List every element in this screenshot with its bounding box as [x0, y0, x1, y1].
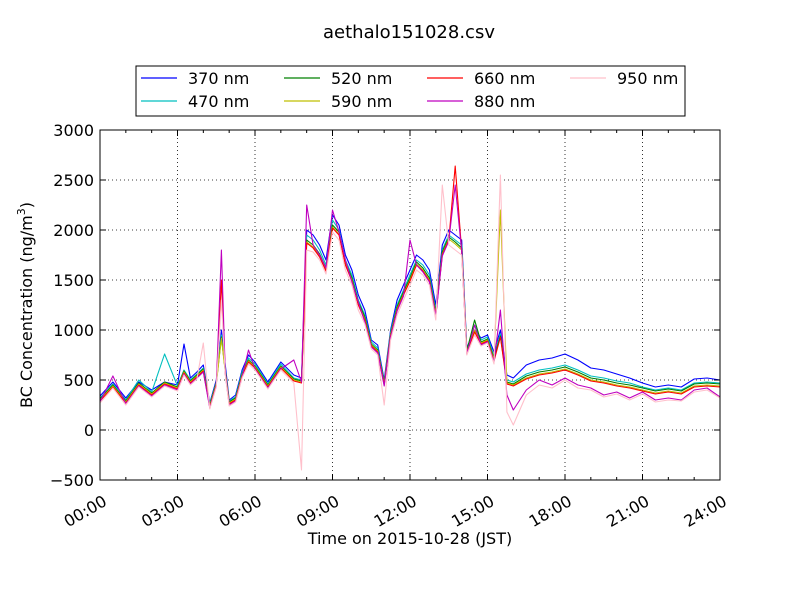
x-axis-label: Time on 2015-10-28 (JST) [307, 529, 512, 548]
y-tick-label: 2000 [53, 221, 94, 240]
x-tick-label: 00:00 [61, 491, 110, 531]
series-line-590-nm [99, 209, 721, 407]
x-tick-label: 12:00 [371, 491, 420, 531]
x-tick-label: 21:00 [603, 491, 652, 531]
y-tick-label: 3000 [53, 121, 94, 140]
x-tick-label: 09:00 [293, 491, 342, 531]
legend-label-590-nm: 590 nm [331, 92, 392, 111]
series-lines [99, 165, 721, 471]
legend: 370 nm 470 nm 520 nm 590 nm 660 nm 880 nm 950 … [135, 65, 686, 117]
series-line-950-nm [99, 174, 721, 471]
series-line-470-nm [99, 219, 721, 405]
x-tick-label: 24:00 [681, 491, 730, 531]
y-axis-label-suffix: ) [17, 202, 36, 208]
y-tick-label: 2500 [53, 171, 94, 190]
axis-ticks [99, 129, 721, 481]
legend-label-950-nm: 950 nm [617, 69, 678, 88]
grid-lines [100, 130, 720, 480]
y-tick-labels: −500 0 500 1000 1500 2000 2500 3000 [50, 121, 94, 490]
legend-label-520-nm: 520 nm [331, 69, 392, 88]
y-axis-label-main: BC Concentration (ng/m [17, 215, 36, 408]
legend-label-660-nm: 660 nm [474, 69, 535, 88]
y-tick-label: −500 [50, 471, 94, 490]
y-axis-label-superscript: 3 [15, 208, 28, 215]
y-tick-label: 0 [84, 421, 94, 440]
chart-title: aethalo151028.csv [323, 22, 495, 43]
x-tick-label: 06:00 [216, 491, 265, 531]
y-tick-label: 1500 [53, 271, 94, 290]
y-axis-label: BC Concentration (ng/m3) [15, 202, 36, 408]
legend-label-880-nm: 880 nm [474, 92, 535, 111]
x-tick-label: 18:00 [526, 491, 575, 531]
y-tick-label: 500 [63, 371, 94, 390]
legend-label-370-nm: 370 nm [188, 69, 249, 88]
x-tick-label: 03:00 [138, 491, 187, 531]
x-tick-labels: 00:00 03:00 06:00 09:00 12:00 15:00 18:00 21:00… [61, 491, 730, 531]
legend-label-470-nm: 470 nm [188, 92, 249, 111]
legend-box [135, 65, 686, 117]
y-tick-label: 1000 [53, 321, 94, 340]
x-tick-label: 15:00 [448, 491, 497, 531]
